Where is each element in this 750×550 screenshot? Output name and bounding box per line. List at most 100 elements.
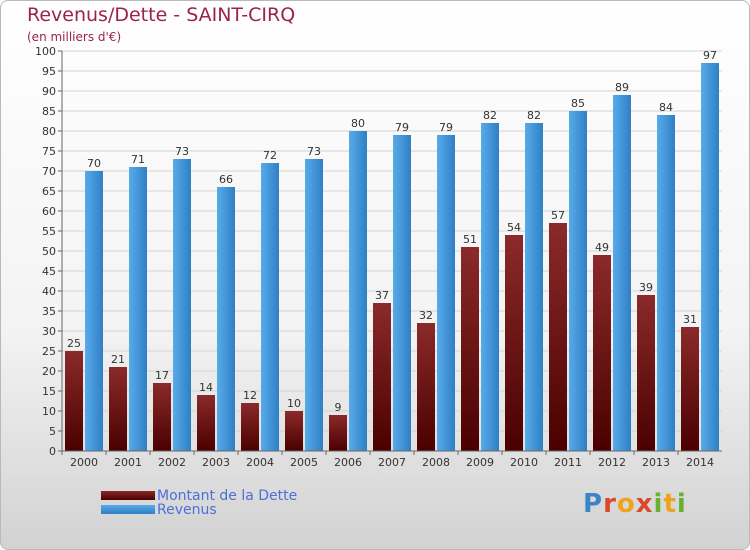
bar-revenus: [657, 115, 675, 451]
data-label-dette: 39: [639, 281, 653, 294]
x-tick-label: 2006: [334, 456, 362, 469]
bar-dette: [505, 235, 523, 451]
proxiti-logo: Proxiti: [583, 489, 687, 519]
data-label-revenus: 97: [703, 49, 717, 62]
x-tick-label: 2008: [422, 456, 450, 469]
legend-swatch-revenus: [101, 505, 155, 514]
bar-revenus: [613, 95, 631, 451]
legend-item-debt: Montant de la Dette: [101, 487, 298, 504]
y-tick-label: 85: [42, 105, 56, 118]
y-tick-label: 20: [42, 365, 56, 378]
data-label-revenus: 84: [659, 101, 673, 114]
data-label-dette: 25: [67, 337, 81, 350]
y-tick-label: 75: [42, 145, 56, 158]
data-label-revenus: 73: [307, 145, 321, 158]
data-label-revenus: 79: [395, 121, 409, 134]
bar-dette: [461, 247, 479, 451]
x-tick-label: 2011: [554, 456, 582, 469]
x-tick-label: 2004: [246, 456, 274, 469]
y-tick-label: 100: [35, 45, 56, 58]
x-tick-label: 2012: [598, 456, 626, 469]
data-label-dette: 49: [595, 241, 609, 254]
data-label-dette: 17: [155, 369, 169, 382]
y-tick-label: 25: [42, 345, 56, 358]
data-label-dette: 9: [335, 401, 342, 414]
chart-title: Revenus/Dette - SAINT-CIRQ: [27, 4, 296, 26]
bar-revenus: [393, 135, 411, 451]
data-label-revenus: 80: [351, 117, 365, 130]
bar-revenus: [349, 131, 367, 451]
x-tick-label: 2000: [70, 456, 98, 469]
y-tick-label: 45: [42, 265, 56, 278]
y-tick-label: 35: [42, 305, 56, 318]
data-label-dette: 32: [419, 309, 433, 322]
bar-revenus: [525, 123, 543, 451]
data-label-dette: 31: [683, 313, 697, 326]
x-tick-label: 2005: [290, 456, 318, 469]
x-tick-label: 2013: [642, 456, 670, 469]
bar-revenus: [129, 167, 147, 451]
data-label-revenus: 73: [175, 145, 189, 158]
bar-revenus: [261, 163, 279, 451]
x-tick-label: 2014: [686, 456, 714, 469]
bar-dette: [549, 223, 567, 451]
y-tick-label: 60: [42, 205, 56, 218]
y-tick-label: 80: [42, 125, 56, 138]
data-label-revenus: 71: [131, 153, 145, 166]
data-label-dette: 37: [375, 289, 389, 302]
data-label-revenus: 72: [263, 149, 277, 162]
bar-dette: [153, 383, 171, 451]
bar-dette: [373, 303, 391, 451]
data-label-dette: 51: [463, 233, 477, 246]
y-tick-label: 95: [42, 65, 56, 78]
y-tick-label: 30: [42, 325, 56, 338]
y-tick-label: 5: [49, 425, 56, 438]
legend-swatch-debt: [101, 491, 155, 500]
bar-dette: [593, 255, 611, 451]
data-label-revenus: 82: [483, 109, 497, 122]
bar-dette: [65, 351, 83, 451]
y-tick-label: 10: [42, 405, 56, 418]
y-tick-label: 50: [42, 245, 56, 258]
x-tick-label: 2001: [114, 456, 142, 469]
x-tick-label: 2010: [510, 456, 538, 469]
chart-subtitle: (en milliers d'€): [27, 30, 122, 44]
legend-label-revenus: Revenus: [157, 501, 217, 518]
data-label-dette: 54: [507, 221, 521, 234]
bar-dette: [285, 411, 303, 451]
data-label-dette: 21: [111, 353, 125, 366]
y-tick-label: 15: [42, 385, 56, 398]
data-label-dette: 14: [199, 381, 213, 394]
data-label-revenus: 89: [615, 81, 629, 94]
data-label-dette: 57: [551, 209, 565, 222]
x-tick-label: 2009: [466, 456, 494, 469]
y-tick-label: 40: [42, 285, 56, 298]
y-tick-label: 65: [42, 185, 56, 198]
y-tick-label: 70: [42, 165, 56, 178]
bar-dette: [637, 295, 655, 451]
bar-revenus: [217, 187, 235, 451]
bar-revenus: [305, 159, 323, 451]
data-label-revenus: 70: [87, 157, 101, 170]
data-label-dette: 12: [243, 389, 257, 402]
bar-revenus: [701, 63, 719, 451]
data-label-dette: 10: [287, 397, 301, 410]
x-tick-label: 2007: [378, 456, 406, 469]
bar-revenus: [569, 111, 587, 451]
y-tick-label: 55: [42, 225, 56, 238]
y-tick-label: 0: [49, 445, 56, 458]
y-tick-label: 90: [42, 85, 56, 98]
bar-revenus: [437, 135, 455, 451]
bar-dette: [417, 323, 435, 451]
bar-revenus: [481, 123, 499, 451]
data-label-revenus: 85: [571, 97, 585, 110]
bar-dette: [109, 367, 127, 451]
bar-dette: [329, 415, 347, 451]
data-label-revenus: 79: [439, 121, 453, 134]
bar-revenus: [85, 171, 103, 451]
bar-dette: [681, 327, 699, 451]
legend-label-debt: Montant de la Dette: [157, 487, 298, 504]
bar-dette: [197, 395, 215, 451]
